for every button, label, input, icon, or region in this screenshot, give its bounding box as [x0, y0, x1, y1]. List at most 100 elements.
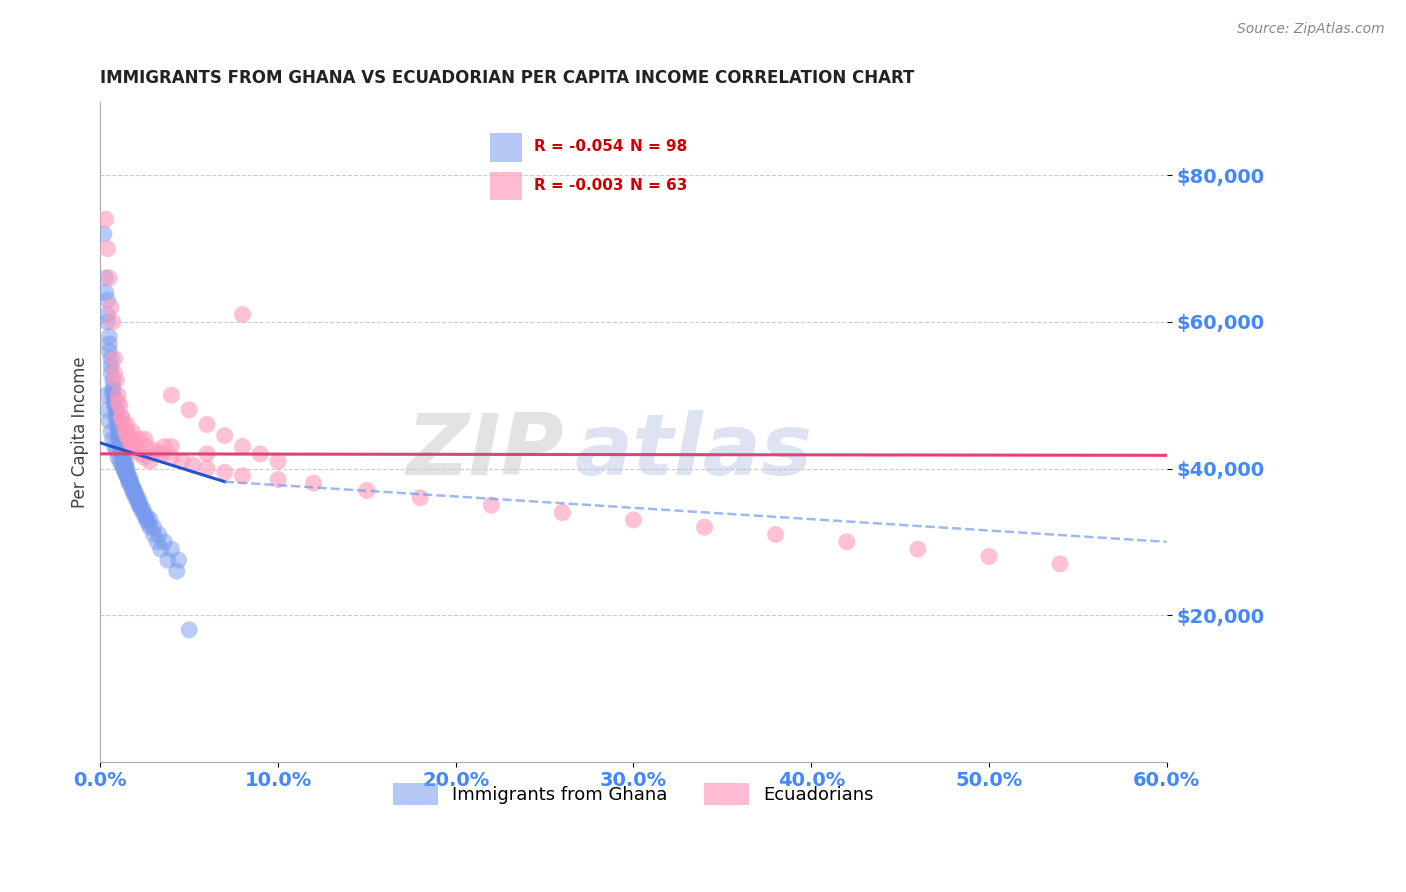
Point [115, 468, 138, 483]
Point [139, 520, 162, 534]
Point [101, 432, 124, 446]
Point [195, 461, 218, 475]
Point [112, 458, 135, 472]
Point [136, 516, 159, 531]
Point [101, 388, 124, 402]
Point [94, 212, 117, 227]
Point [153, 534, 176, 549]
Point [121, 425, 143, 439]
Point [111, 447, 134, 461]
Point [267, 473, 290, 487]
Point [765, 527, 787, 541]
Point [118, 473, 141, 487]
Point [100, 351, 122, 366]
Point [302, 476, 325, 491]
Point [107, 428, 129, 442]
Point [128, 432, 150, 446]
Point [693, 520, 716, 534]
Point [98, 344, 121, 359]
Point [114, 458, 136, 472]
Point [125, 443, 148, 458]
Point [114, 425, 136, 439]
Point [112, 447, 135, 461]
Point [267, 454, 290, 468]
Point [134, 432, 156, 446]
Point [120, 476, 142, 491]
Point [139, 513, 162, 527]
Point [115, 461, 138, 475]
Point [134, 450, 156, 465]
Point [103, 440, 125, 454]
Point [98, 271, 121, 285]
Point [115, 425, 138, 439]
Point [111, 440, 134, 454]
Point [479, 498, 502, 512]
Point [179, 623, 201, 637]
Point [142, 520, 165, 534]
Point [179, 403, 201, 417]
Point [107, 388, 129, 402]
Point [118, 473, 141, 487]
Point [146, 534, 169, 549]
Point [112, 450, 135, 465]
Point [134, 509, 156, 524]
Point [160, 450, 183, 465]
Point [148, 527, 170, 541]
Point [115, 417, 138, 432]
Point [118, 468, 141, 483]
Point [112, 461, 135, 475]
Point [108, 435, 131, 450]
Point [166, 564, 188, 578]
Point [127, 491, 149, 505]
Point [127, 494, 149, 508]
Point [135, 509, 157, 524]
Point [101, 384, 124, 399]
Text: Source: ZipAtlas.com: Source: ZipAtlas.com [1237, 22, 1385, 37]
Point [149, 542, 172, 557]
Point [98, 329, 121, 343]
Point [120, 476, 142, 491]
Point [195, 447, 218, 461]
Point [111, 410, 134, 425]
Point [114, 461, 136, 475]
Point [105, 407, 128, 421]
Legend: Immigrants from Ghana, Ecuadorians: Immigrants from Ghana, Ecuadorians [385, 776, 882, 812]
Point [118, 432, 141, 446]
Point [103, 366, 125, 380]
Point [93, 227, 115, 241]
Point [356, 483, 378, 498]
Point [142, 527, 165, 541]
Point [167, 553, 190, 567]
Point [132, 506, 155, 520]
Point [111, 458, 134, 472]
Point [103, 392, 125, 406]
Point [115, 468, 138, 483]
Point [172, 454, 194, 468]
Point [111, 443, 134, 458]
Point [122, 483, 145, 498]
Point [100, 300, 122, 314]
Point [103, 395, 125, 409]
Point [96, 293, 118, 307]
Point [96, 315, 118, 329]
Point [231, 440, 253, 454]
Point [231, 468, 253, 483]
Point [100, 359, 122, 373]
Point [114, 454, 136, 468]
Point [160, 388, 183, 402]
Point [907, 542, 929, 557]
Point [128, 498, 150, 512]
Point [105, 410, 128, 425]
Point [181, 458, 204, 472]
Point [623, 513, 645, 527]
Point [214, 428, 236, 442]
Point [125, 487, 148, 501]
Point [977, 549, 1000, 564]
Point [114, 465, 136, 479]
Text: ZIP: ZIP [406, 410, 564, 493]
Point [1049, 557, 1071, 571]
Point [195, 417, 218, 432]
Point [121, 483, 143, 498]
Point [105, 374, 128, 388]
Point [128, 447, 150, 461]
